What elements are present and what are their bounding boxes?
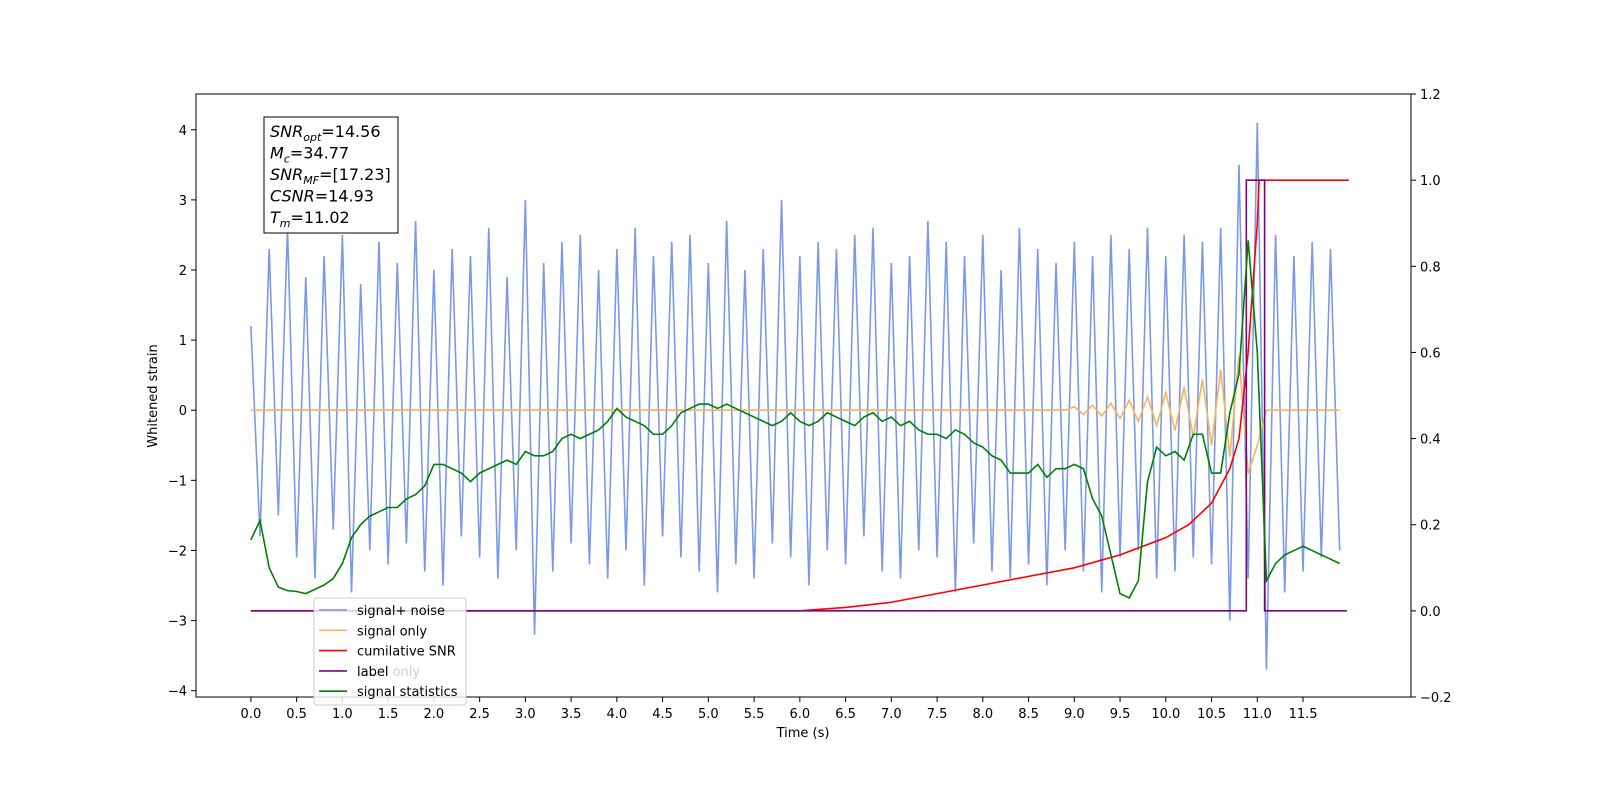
x-axis-label: Time (s)	[776, 726, 830, 741]
legend-box	[313, 597, 467, 706]
legend-label: signal statistics	[357, 685, 458, 700]
y-tick-label: 3	[179, 194, 187, 209]
y2-tick-label: 0.6	[1420, 346, 1441, 361]
annotation-part: CSNR	[270, 187, 315, 206]
y2-tick-label: 0.2	[1420, 519, 1441, 534]
y2-tick-label: 0.4	[1420, 433, 1441, 448]
x-tick-label: 0.5	[286, 707, 307, 722]
x-tick-label: 11.5	[1289, 707, 1318, 722]
annotation-line: SNRopt=14.56	[270, 122, 381, 144]
x-tick-label: 8.5	[1018, 707, 1039, 722]
annotation-part: opt	[303, 131, 322, 144]
y2-tick-label: 1.2	[1420, 88, 1441, 103]
plot-lines	[250, 122, 1349, 670]
x-tick-label: 5.5	[744, 707, 765, 722]
y-tick-label: 0	[179, 404, 187, 419]
x-tick-label: 5.0	[698, 707, 719, 722]
x-tick-label: 7.5	[927, 707, 948, 722]
legend-label: label	[357, 665, 388, 680]
annotation-line: SNRMF=[17.23]	[270, 165, 391, 187]
annotation-part: =[17.23]	[319, 165, 391, 184]
y-tick-label: −2	[168, 544, 187, 559]
annotation-line: CSNR=14.93	[270, 187, 374, 206]
annotation-part: MF	[303, 174, 319, 187]
y2-tick-label: 1.0	[1420, 174, 1441, 189]
annotation-part: =34.77	[290, 144, 349, 163]
x-tick-label: 1.0	[332, 707, 353, 722]
legend-label: signal only	[357, 624, 427, 639]
x-tick-label: 9.5	[1110, 707, 1131, 722]
x-tick-label: 4.0	[607, 707, 628, 722]
annotation-part: T	[270, 208, 281, 227]
y-tick-label: 2	[179, 264, 187, 279]
legend-label: cumilative SNR	[357, 645, 456, 660]
legend-label: signal+ noise	[357, 604, 445, 619]
y-axis-label: Whitened strain	[146, 344, 161, 447]
annotation-part: =14.56	[321, 122, 380, 141]
y2-tick-label: 0.8	[1420, 260, 1441, 275]
annotation-part: =14.93	[315, 187, 374, 206]
x-tick-label: 3.5	[561, 707, 582, 722]
x-tick-label: 9.0	[1064, 707, 1085, 722]
x-tick-label: 10.5	[1197, 707, 1226, 722]
x-tick-label: 11.0	[1243, 707, 1272, 722]
annotation-part: c	[284, 153, 290, 166]
x-tick-label: 2.5	[469, 707, 490, 722]
x-tick-label: 7.0	[881, 707, 902, 722]
series-line	[250, 240, 1340, 599]
y2-tick-label: −0.2	[1420, 691, 1452, 706]
y-tick-label: 4	[179, 124, 187, 139]
series-line	[250, 179, 1347, 612]
x-tick-label: 6.0	[789, 707, 810, 722]
plot-frame	[195, 93, 1412, 698]
legend-overlap-label: label only	[357, 665, 420, 680]
annotation-line: Mc=34.77	[270, 144, 349, 166]
y-tick-label: −4	[168, 685, 187, 700]
x-tick-label: 0.0	[241, 707, 262, 722]
x-tick-label: 1.5	[378, 707, 399, 722]
x-tick-label: 4.5	[652, 707, 673, 722]
y-tick-label: −3	[168, 615, 187, 630]
y-tick-label: −1	[168, 474, 187, 489]
annotation-box	[263, 116, 399, 234]
annotation-part: m	[280, 217, 291, 230]
series-line	[250, 355, 1340, 474]
x-tick-label: 8.0	[972, 707, 993, 722]
annotation-part: M	[270, 144, 284, 163]
annotation-part: =11.02	[291, 208, 350, 227]
series-line	[250, 122, 1341, 670]
x-tick-label: 2.0	[424, 707, 445, 722]
annotation-part: SNR	[270, 122, 303, 141]
y-tick-label: 1	[179, 334, 187, 349]
x-tick-label: 6.5	[835, 707, 856, 722]
x-tick-label: 10.0	[1151, 707, 1180, 722]
x-tick-label: 3.0	[515, 707, 536, 722]
y2-tick-label: 0.0	[1420, 605, 1441, 620]
annotation-line: Tm=11.02	[270, 208, 350, 230]
annotation-part: SNR	[270, 165, 303, 184]
